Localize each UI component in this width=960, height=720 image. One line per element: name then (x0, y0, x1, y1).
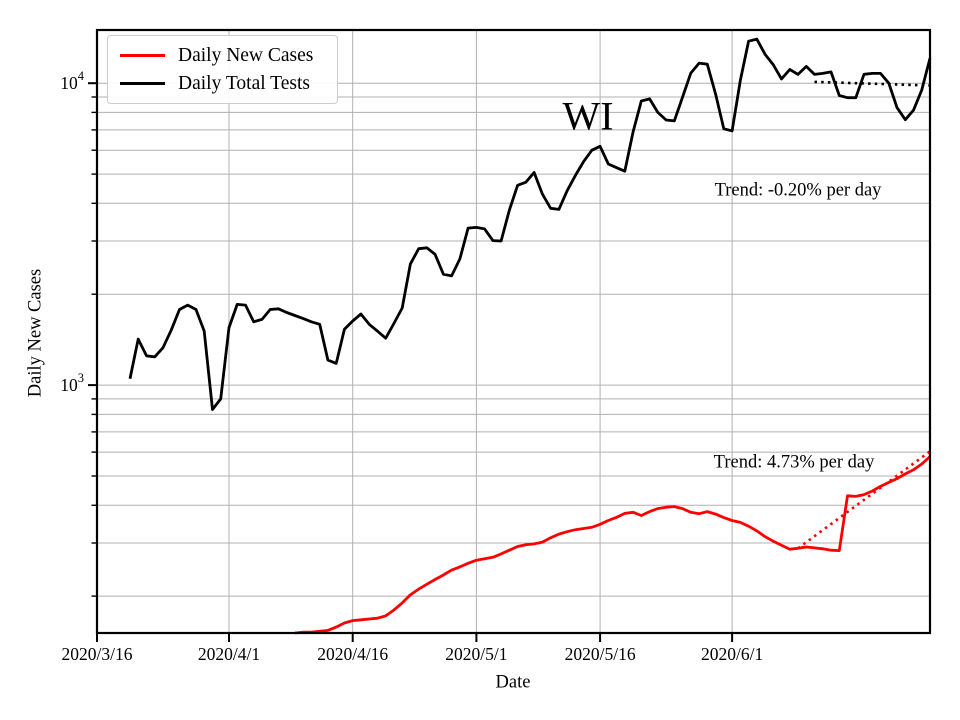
daily-new-cases-line (294, 455, 931, 635)
legend-item-daily-new-cases: Daily New Cases (120, 46, 325, 66)
daily-total-tests-trend-line (814, 80, 931, 87)
red-line-sample (120, 54, 165, 58)
daily-new-cases-trend-line (797, 450, 931, 550)
state-annotation: WI (562, 93, 614, 139)
plot-frame (95, 28, 932, 635)
x-tick-label: 2020/6/1 (701, 644, 763, 664)
y-tick-label: 104 (60, 69, 85, 93)
black-line-sample (120, 81, 165, 85)
x-tick-label: 2020/5/16 (565, 644, 636, 664)
legend-item-daily-total-tests: Daily Total Tests (120, 72, 325, 94)
legend-label-daily-total-tests: Daily Total Tests (178, 72, 310, 94)
legend-label-daily-new-cases: Daily New Cases (178, 45, 314, 66)
y-axis-label: Daily New Cases (25, 268, 46, 398)
legend: Daily New Cases Daily Total Tests (107, 35, 338, 104)
x-tick-label: 2020/4/1 (198, 644, 260, 664)
x-tick-label: 2020/3/16 (62, 644, 133, 664)
tests-trend-annotation: Trend: -0.20% per day (714, 180, 882, 201)
daily-total-tests-line (128, 37, 932, 411)
x-axis-label: Date (495, 672, 531, 693)
cases-trend-annotation: Trend: 4.73% per day (713, 452, 875, 473)
y-tick-label: 103 (60, 371, 84, 395)
x-tick-label: 2020/5/1 (445, 644, 507, 664)
x-tick-label: 2020/4/16 (317, 644, 388, 664)
